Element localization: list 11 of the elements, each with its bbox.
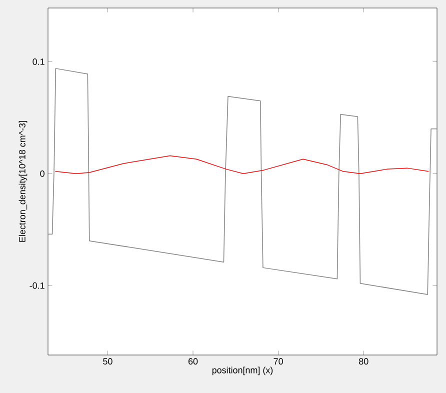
- y-tick-label: -0.1: [30, 282, 44, 289]
- y-tick-label: 0: [40, 170, 44, 177]
- x-axis-title: position[nm] (x): [212, 366, 273, 376]
- x-tick-label: 50: [103, 358, 112, 365]
- y-axis-title: Electron_density[10^18 cm^-3]: [18, 121, 28, 242]
- x-tick-label: 60: [188, 358, 198, 365]
- line-series: [48, 68, 438, 295]
- y-tick-label: 0.1: [32, 58, 44, 65]
- x-tick-label: 70: [274, 358, 283, 365]
- line-series: [54, 155, 429, 174]
- x-tick-label: 80: [359, 358, 368, 365]
